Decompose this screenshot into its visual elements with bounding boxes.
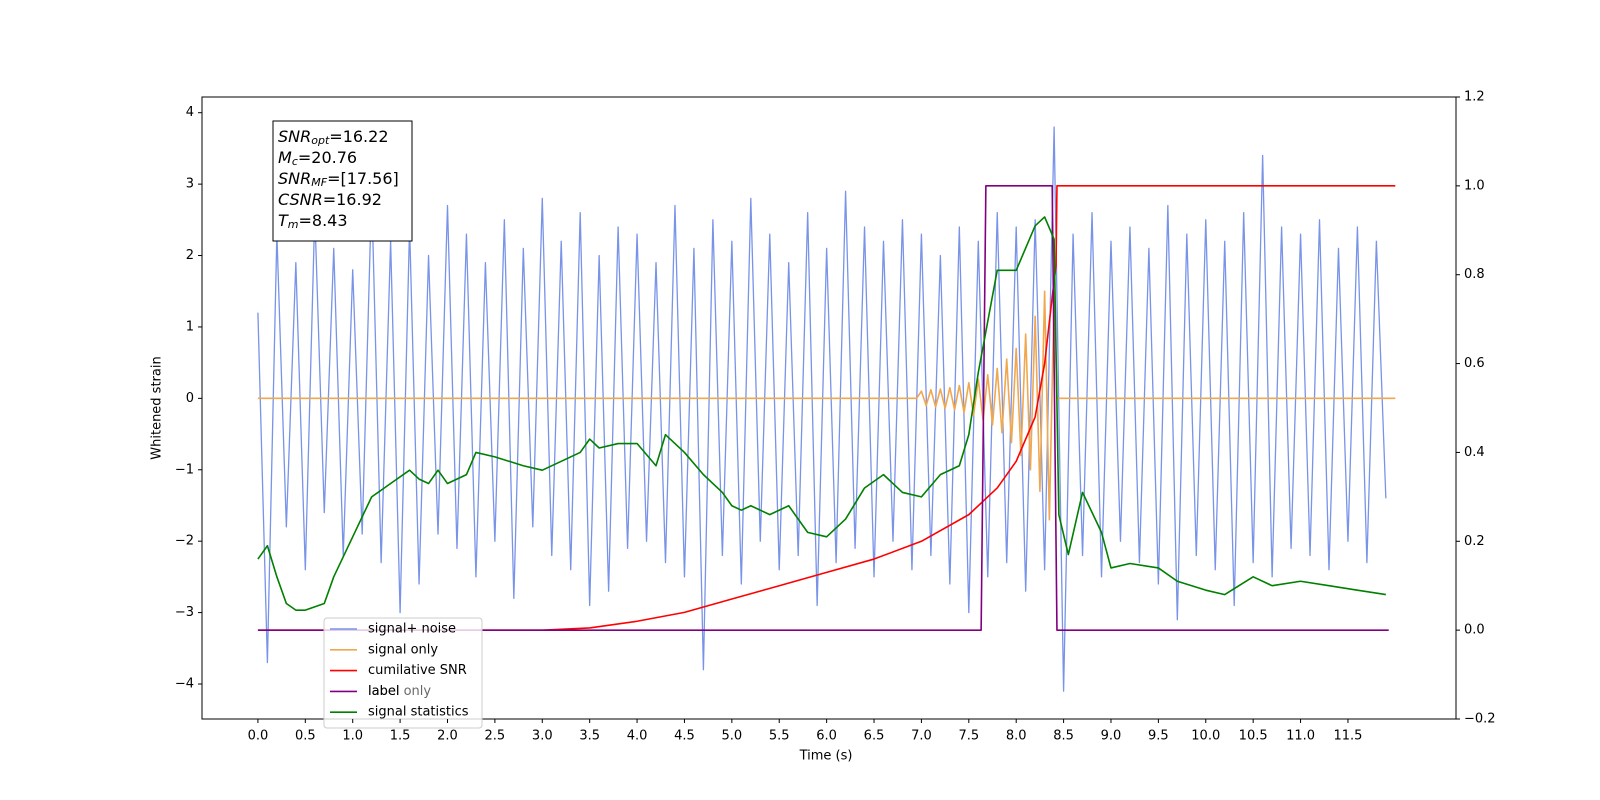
legend-label: signal only xyxy=(368,642,438,657)
y2-tick-label: −0.2 xyxy=(1464,712,1496,727)
y2-tick-label: 0.2 xyxy=(1464,534,1485,549)
x-tick-label: 7.0 xyxy=(911,729,932,744)
series-line xyxy=(257,126,1387,692)
annotation-sub: MF xyxy=(311,176,327,189)
x-tick-label: 6.0 xyxy=(816,729,837,744)
y-axis-label: Whitened strain xyxy=(150,356,165,459)
legend-label: signal+ noise xyxy=(368,622,456,637)
series-line xyxy=(257,290,1396,521)
annotation: Tm=8.43 xyxy=(278,211,348,232)
x-tick-label: 9.0 xyxy=(1101,729,1122,744)
x-tick-label: 2.0 xyxy=(437,729,458,744)
x-tick-label: 10.0 xyxy=(1191,729,1220,744)
annotation-rest: =16.92 xyxy=(323,190,382,209)
x-tick-label: 6.5 xyxy=(864,729,885,744)
annotation: Mc=20.76 xyxy=(278,148,357,169)
annotation-rest: =8.43 xyxy=(299,211,348,230)
x-tick-label: 11.0 xyxy=(1286,729,1315,744)
annotation-rest: =16.22 xyxy=(329,127,388,146)
annotation-frame xyxy=(272,120,413,242)
annotation-sub: c xyxy=(292,155,298,168)
axes-frame xyxy=(201,96,1457,720)
annotation-main: CSNR xyxy=(278,190,323,209)
y2-tick-label: 0.8 xyxy=(1464,267,1485,282)
annotation-rest: =20.76 xyxy=(298,148,357,167)
x-tick-label: 0.0 xyxy=(248,729,269,744)
annotation-box: SNRopt=16.22Mc=20.76SNRMF=[17.56]CSNR=16… xyxy=(272,120,413,242)
x-tick-label: 3.5 xyxy=(579,729,600,744)
legend: signal+ noise signal only cumilative SNR la… xyxy=(323,617,483,729)
x-tick-label: 5.5 xyxy=(769,729,790,744)
y-tick-label: 1 xyxy=(186,319,194,334)
y2-tick-label: 0.0 xyxy=(1464,623,1485,638)
series-line xyxy=(257,216,1386,611)
y2-tick-label: 0.6 xyxy=(1464,356,1485,371)
x-tick-label: 0.5 xyxy=(295,729,316,744)
x-tick-label: 10.5 xyxy=(1239,729,1268,744)
legend-label: label xyxy=(368,684,399,699)
plot-area xyxy=(257,126,1396,692)
x-tick-label: 5.0 xyxy=(722,729,743,744)
legend-label: cumilative SNR xyxy=(368,663,467,678)
y-tick-label: −4 xyxy=(175,677,194,692)
series-line xyxy=(257,185,1389,631)
x-tick-label: 1.5 xyxy=(390,729,411,744)
annotation-rest: =[17.56] xyxy=(327,169,399,188)
y2-tick-label: 1.2 xyxy=(1464,90,1485,105)
annotation-sub: opt xyxy=(311,134,330,147)
series-line xyxy=(257,185,1396,631)
annotation: CSNR=16.92 xyxy=(278,190,382,209)
annotation: SNRMF=[17.56] xyxy=(278,169,399,190)
x-tick-label: 9.5 xyxy=(1148,729,1169,744)
x-axis-label: Time (s) xyxy=(799,749,853,764)
x-tick-label: 4.5 xyxy=(674,729,695,744)
x-tick-label: 7.5 xyxy=(958,729,979,744)
annotation-sub: m xyxy=(288,218,299,231)
annotation: SNRopt=16.22 xyxy=(278,127,389,148)
x-tick-label: 11.5 xyxy=(1333,729,1362,744)
legend-ghost: label only xyxy=(368,684,431,699)
y-tick-label: −2 xyxy=(175,534,194,549)
legend-label: signal statistics xyxy=(368,705,469,720)
x-tick-label: 3.0 xyxy=(532,729,553,744)
annotation-main: SNR xyxy=(278,169,311,188)
y-tick-label: 2 xyxy=(186,248,194,263)
annotation-main: T xyxy=(278,211,289,230)
y-tick-label: 4 xyxy=(186,105,194,120)
x-tick-label: 8.5 xyxy=(1053,729,1074,744)
annotation-main: M xyxy=(278,148,292,167)
x-tick-label: 8.0 xyxy=(1006,729,1027,744)
y-tick-label: 0 xyxy=(186,391,194,406)
x-tick-label: 4.0 xyxy=(627,729,648,744)
annotation-main: SNR xyxy=(278,127,311,146)
y2-tick-label: 0.4 xyxy=(1464,445,1485,460)
y2-tick-label: 1.0 xyxy=(1464,178,1485,193)
y-tick-label: −1 xyxy=(175,462,194,477)
x-tick-label: 2.5 xyxy=(485,729,506,744)
y-tick-label: −3 xyxy=(175,605,194,620)
x-tick-label: 1.0 xyxy=(342,729,363,744)
y-tick-label: 3 xyxy=(186,177,194,192)
legend-frame xyxy=(323,617,483,729)
